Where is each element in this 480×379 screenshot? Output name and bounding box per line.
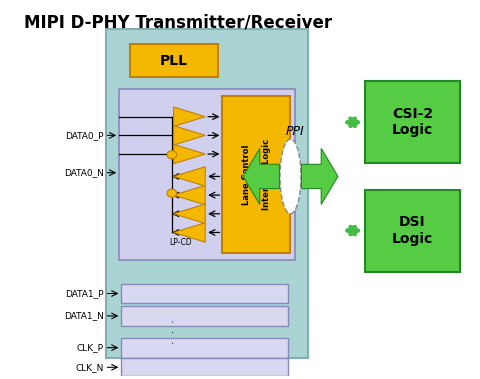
Text: Lane Control
and
Interface Logic: Lane Control and Interface Logic — [241, 139, 271, 210]
Text: PLL: PLL — [160, 54, 188, 68]
Polygon shape — [301, 149, 338, 204]
Polygon shape — [174, 144, 205, 164]
Polygon shape — [174, 126, 205, 145]
Text: DATA1_N: DATA1_N — [64, 312, 104, 320]
Ellipse shape — [280, 139, 301, 214]
Polygon shape — [174, 107, 205, 126]
Polygon shape — [243, 149, 279, 204]
Text: DSI
Logic: DSI Logic — [392, 216, 433, 246]
Text: ·  ·  ·: · · · — [169, 319, 179, 344]
Circle shape — [167, 189, 177, 197]
FancyBboxPatch shape — [121, 338, 288, 357]
Text: PPI: PPI — [286, 125, 305, 138]
Text: DATA1_P: DATA1_P — [65, 289, 104, 298]
FancyBboxPatch shape — [121, 306, 288, 326]
FancyBboxPatch shape — [222, 96, 290, 253]
Text: CSI-2
Logic: CSI-2 Logic — [392, 107, 433, 137]
Polygon shape — [174, 167, 205, 186]
Polygon shape — [174, 223, 205, 242]
Text: CLK_N: CLK_N — [75, 363, 104, 372]
Polygon shape — [174, 204, 205, 224]
Text: MIPI D-PHY Transmitter/Receiver: MIPI D-PHY Transmitter/Receiver — [24, 14, 333, 32]
FancyBboxPatch shape — [365, 190, 460, 272]
FancyBboxPatch shape — [121, 358, 288, 376]
Text: LP-CD: LP-CD — [169, 238, 192, 247]
FancyBboxPatch shape — [119, 89, 295, 260]
Circle shape — [167, 151, 177, 159]
Polygon shape — [174, 185, 205, 205]
Text: DATA0_P: DATA0_P — [65, 131, 104, 140]
Text: DATA0_N: DATA0_N — [64, 168, 104, 177]
FancyBboxPatch shape — [130, 44, 218, 77]
FancyBboxPatch shape — [121, 283, 288, 304]
FancyBboxPatch shape — [106, 29, 308, 357]
FancyBboxPatch shape — [365, 81, 460, 163]
Text: CLK_P: CLK_P — [77, 343, 104, 352]
